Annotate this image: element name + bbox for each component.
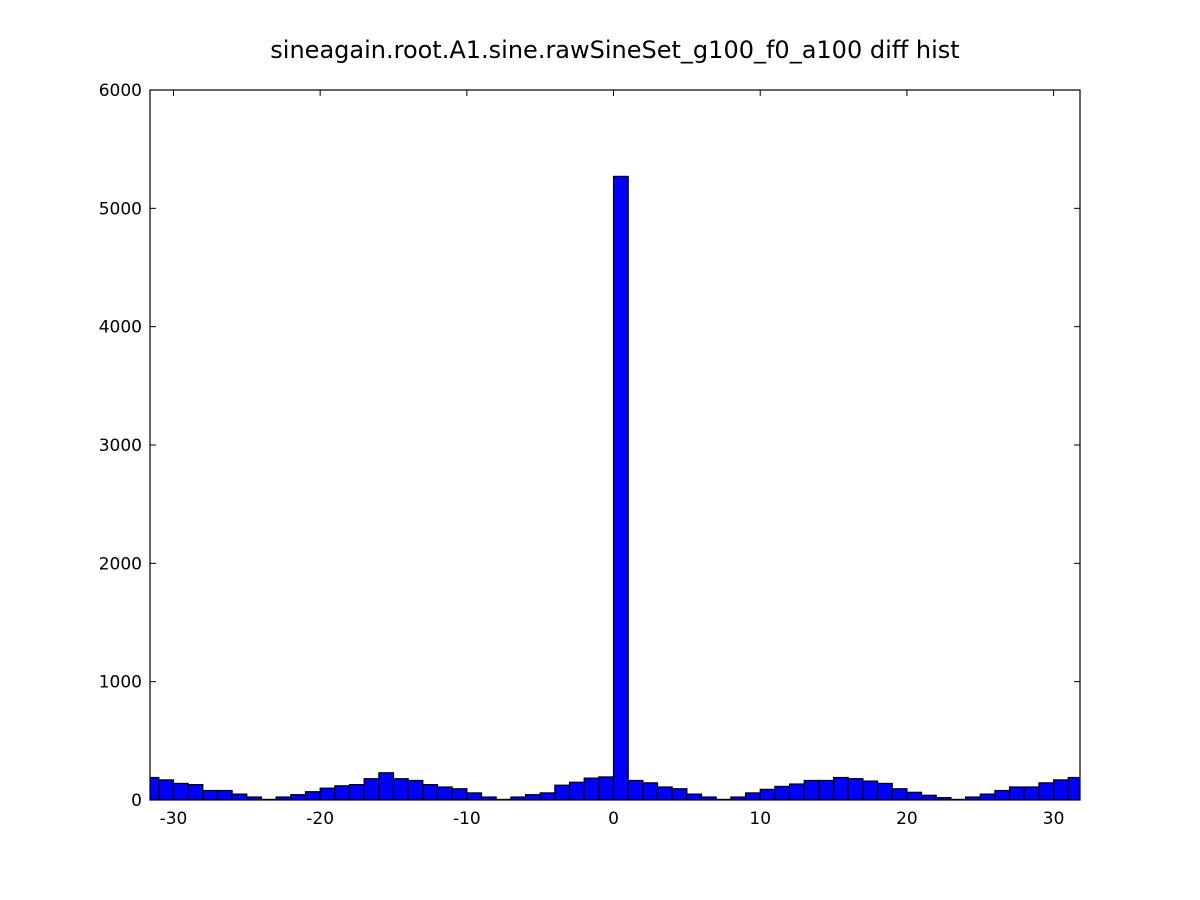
- y-tick-label: 0: [131, 791, 142, 811]
- bar: [1023, 786, 1040, 800]
- bar: [392, 778, 409, 800]
- bar: [818, 779, 835, 800]
- bar: [788, 783, 805, 800]
- x-tick-label: 20: [896, 809, 918, 829]
- bar: [686, 793, 703, 800]
- y-tick-label: 2000: [99, 554, 142, 574]
- bar: [671, 788, 688, 800]
- bar: [246, 796, 263, 800]
- y-tick-label: 6000: [99, 81, 142, 101]
- bar: [348, 784, 365, 800]
- bar: [598, 776, 615, 800]
- bar: [862, 780, 879, 800]
- bar: [832, 776, 849, 800]
- bar: [1052, 779, 1069, 800]
- bar: [700, 796, 717, 800]
- bar: [216, 789, 233, 800]
- bar: [363, 778, 380, 800]
- bar: [407, 779, 424, 800]
- bar: [231, 793, 248, 800]
- bar: [290, 794, 307, 800]
- bar: [378, 772, 395, 800]
- x-tick-label: -30: [160, 809, 188, 829]
- bar: [906, 791, 923, 800]
- x-tick-label: 0: [608, 809, 619, 829]
- x-tick-label: -20: [306, 809, 334, 829]
- bar: [744, 792, 761, 800]
- bar: [334, 785, 351, 800]
- bar: [158, 779, 175, 800]
- bar: [803, 779, 820, 800]
- bar: [920, 794, 937, 800]
- x-tick-label: 10: [749, 809, 771, 829]
- bar: [656, 786, 673, 800]
- bar: [568, 781, 585, 800]
- y-tick-label: 4000: [99, 318, 142, 338]
- bar: [451, 788, 468, 800]
- bar: [583, 777, 600, 800]
- bar: [539, 792, 556, 800]
- x-tick-label: 30: [1043, 809, 1065, 829]
- bar: [202, 789, 219, 800]
- chart-title: sineagain.root.A1.sine.rawSineSet_g100_f…: [270, 36, 959, 64]
- bars: [150, 175, 1080, 800]
- bar: [994, 789, 1011, 800]
- bar: [554, 784, 571, 800]
- bar: [187, 784, 204, 800]
- bar: [642, 782, 659, 800]
- bar: [436, 786, 453, 800]
- bar: [304, 791, 321, 800]
- bar: [1008, 786, 1025, 800]
- bar: [891, 788, 908, 800]
- bar: [627, 779, 644, 800]
- bar: [774, 785, 791, 800]
- bar: [480, 796, 497, 800]
- bar: [319, 787, 336, 800]
- y-tick-label: 1000: [99, 673, 142, 693]
- bar: [172, 782, 189, 800]
- y-tick-label: 5000: [99, 199, 142, 219]
- bar: [1038, 782, 1055, 800]
- bar: [759, 788, 776, 800]
- bar: [466, 792, 483, 800]
- bar: [422, 784, 439, 800]
- bar: [979, 793, 996, 800]
- y-tick-label: 3000: [99, 436, 142, 456]
- bar: [847, 778, 864, 800]
- bar: [876, 782, 893, 800]
- bar: [524, 794, 541, 800]
- x-tick-label: -10: [453, 809, 481, 829]
- bar: [612, 175, 629, 800]
